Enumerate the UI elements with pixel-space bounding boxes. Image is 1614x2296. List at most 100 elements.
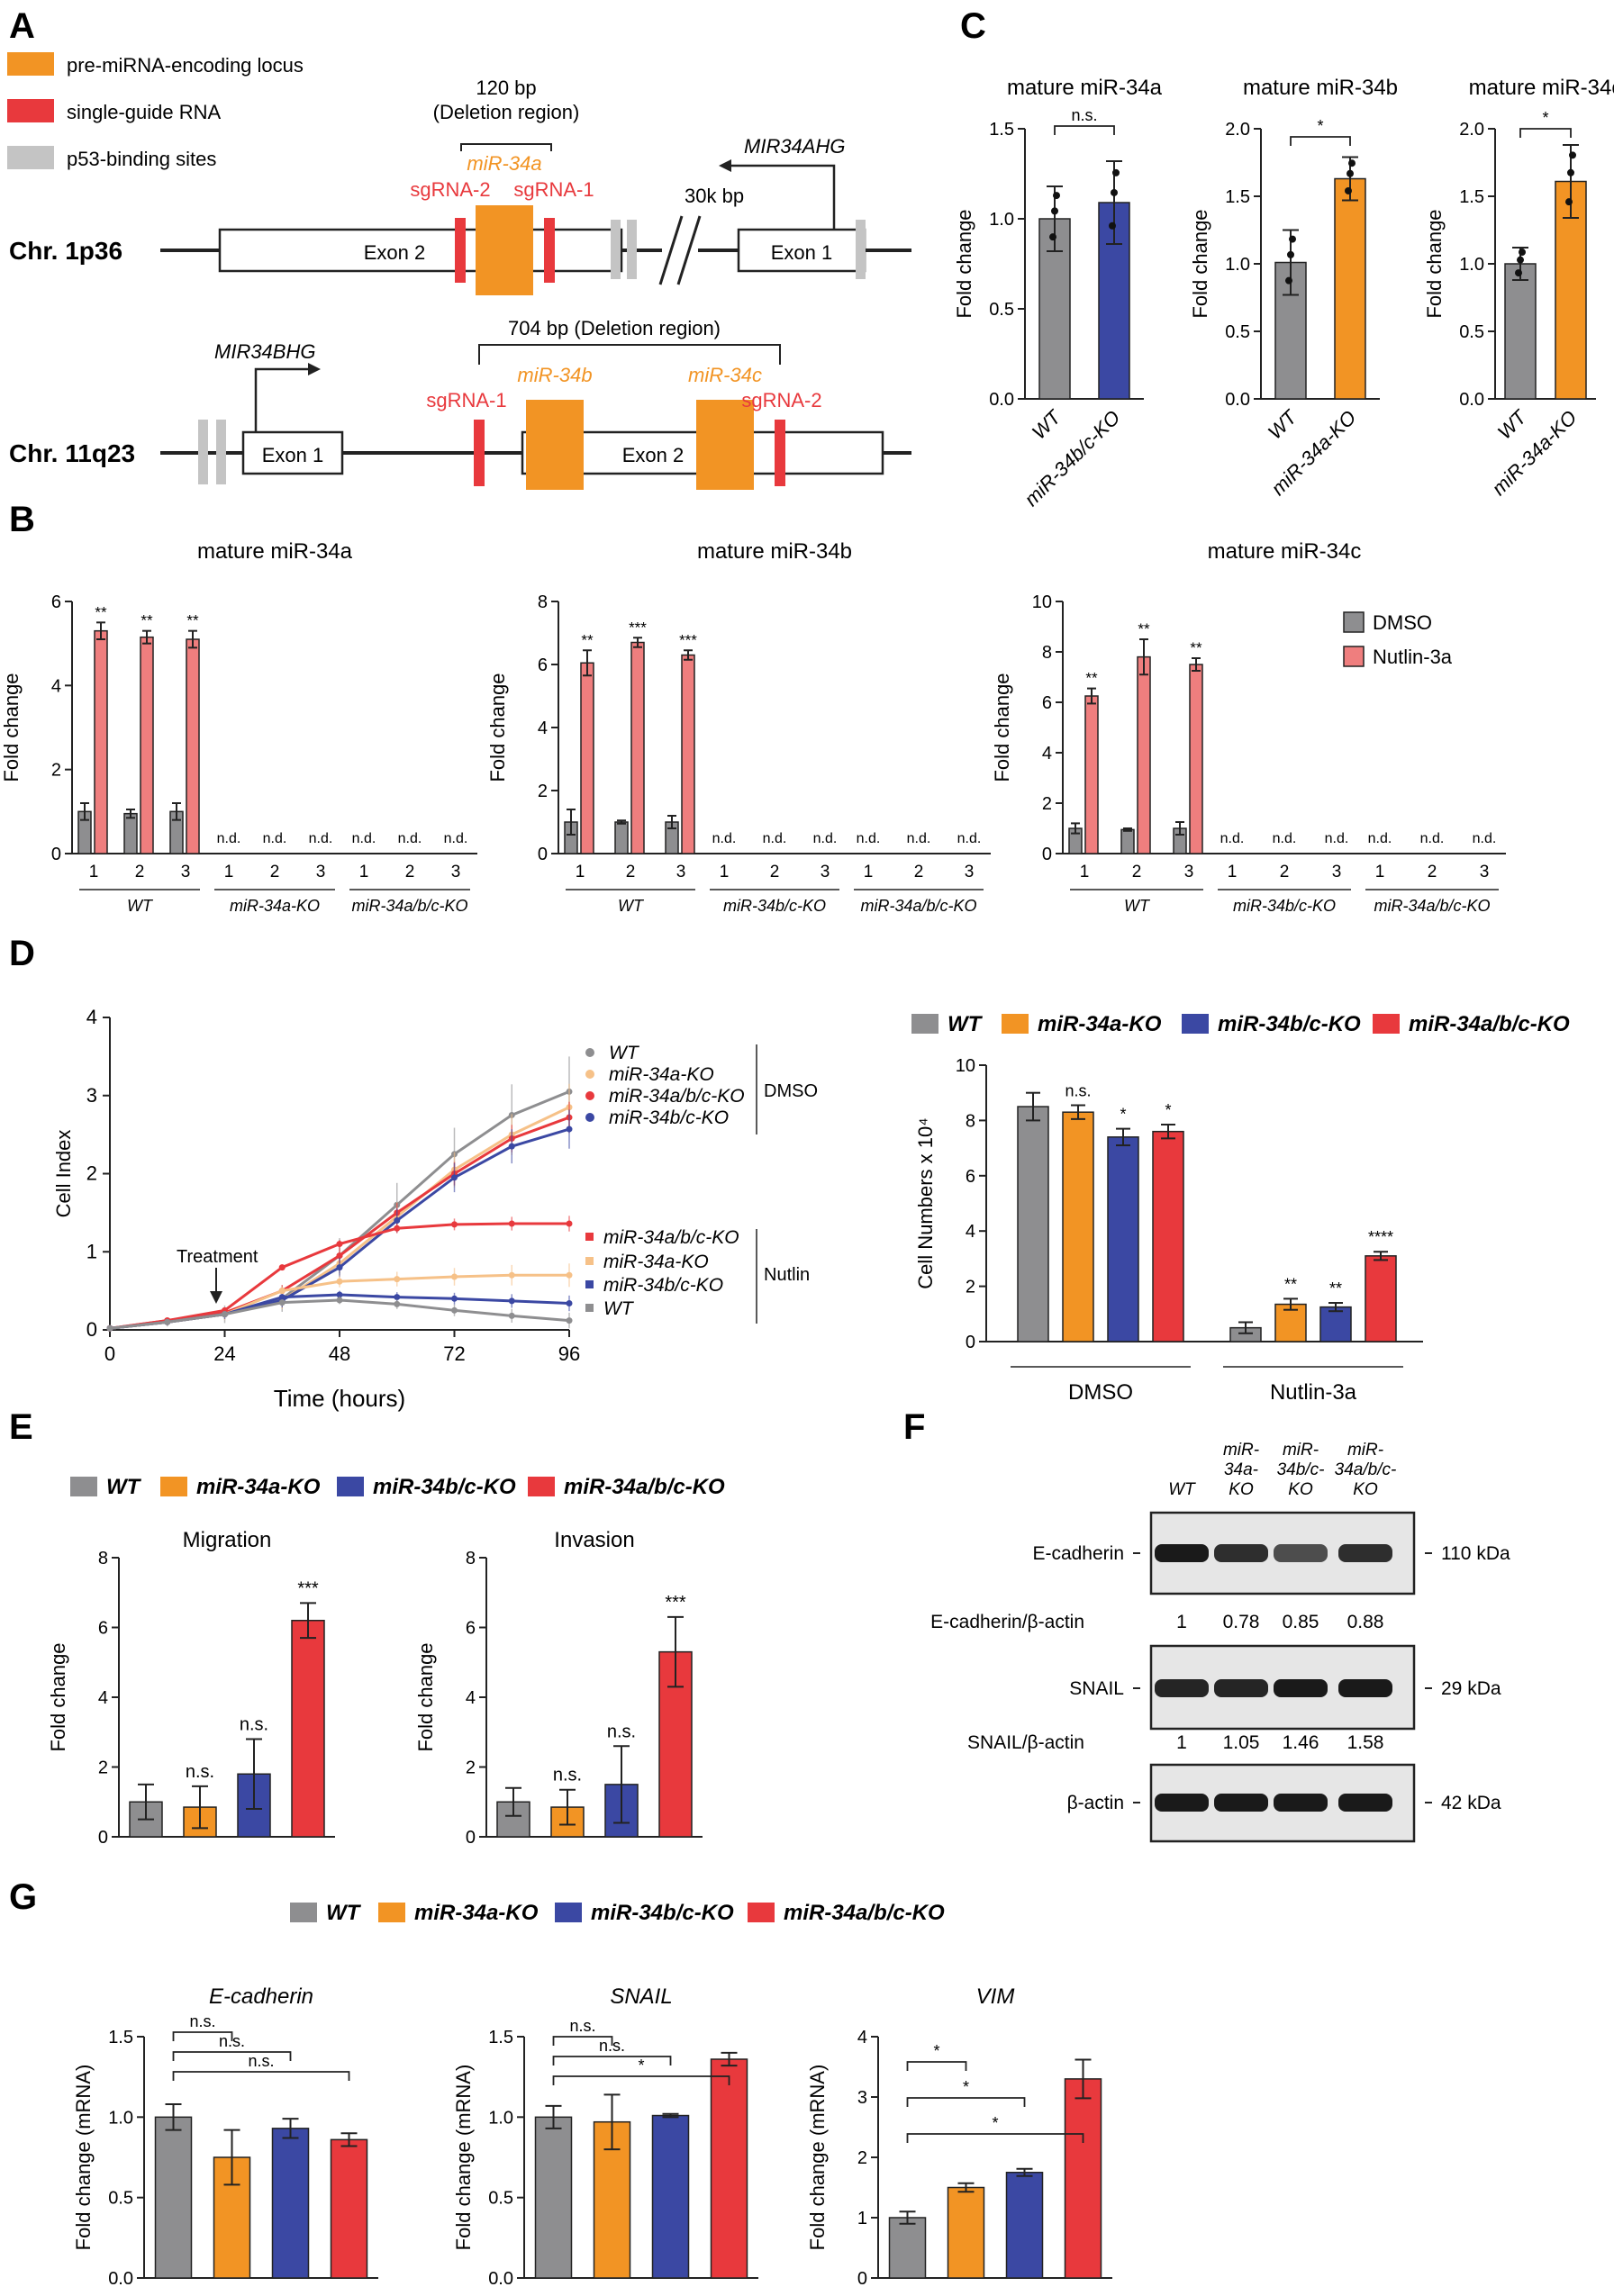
chr11-arrowhead xyxy=(308,363,321,375)
legend-e: WT miR-34a-KO miR-34b/c-KO miR-34a/b/c-KO xyxy=(70,1475,725,1499)
legend-swatch-sgrna xyxy=(7,99,54,122)
B3-group-label: miR-34a/b/c-KO xyxy=(1374,897,1490,915)
D1-datapoint xyxy=(508,1297,515,1305)
B1-ytick-label: 0 xyxy=(51,845,61,864)
B3-ylabel: Fold change xyxy=(991,673,1013,782)
B2-nutlin-bar xyxy=(630,641,645,854)
G2-sig-bracket xyxy=(552,2056,672,2065)
B2-group-label: miR-34b/c-KO xyxy=(723,897,826,915)
chr1-p53-site-3 xyxy=(856,220,866,279)
D1-nutlin-line-label-0: miR-34a/b/c-KO xyxy=(603,1227,739,1248)
chr1-tss-arrow xyxy=(730,164,836,230)
B2-nd-label: n.d. xyxy=(907,831,931,846)
G2-ytick-label: 0.5 xyxy=(488,2189,513,2209)
G1-bar-0 xyxy=(154,2116,193,2279)
B3-nutlin-bar xyxy=(1189,664,1203,854)
B3-rep-label: 2 xyxy=(1132,863,1142,881)
G1-sig-bracket xyxy=(172,2071,350,2081)
G3-bar-0 xyxy=(888,2217,927,2279)
chart-g-snail: SNAIL 0.0 0.5 1.0 1.5 Fold change (mRNA) n.s.n… xyxy=(452,1984,758,2289)
D1-nutlin-label-marker xyxy=(585,1280,594,1288)
B2-ytick-label: 8 xyxy=(538,592,548,612)
chart-d-cell-index: 0 1 2 3 4 0 24 48 72 96 Time (hours) Cell Index Trea… xyxy=(52,1006,580,1412)
E2-ytick-label: 6 xyxy=(466,1619,476,1639)
B3-dmso-bar xyxy=(1120,828,1135,854)
D2-sig-label: * xyxy=(1120,1106,1126,1124)
F-lane-label-3: miR- xyxy=(1347,1441,1383,1460)
B3-rep-label: 3 xyxy=(1184,863,1194,881)
D2-ytick-label: 10 xyxy=(956,1056,975,1076)
B1-nd-label: n.d. xyxy=(398,831,422,846)
G3-sig-label: * xyxy=(933,2042,939,2060)
D1-nutlin-group-label: Nutlin xyxy=(764,1265,810,1285)
E2-sig-label: n.s. xyxy=(607,1722,636,1741)
F-lane-label-1: miR- xyxy=(1223,1441,1259,1460)
F-band-1-2 xyxy=(1274,1679,1328,1697)
C2-datapoint xyxy=(1347,169,1354,177)
E1-ytick-label: 0 xyxy=(98,1828,108,1848)
B1-ylabel: Fold change xyxy=(0,673,23,782)
F-band-0-0 xyxy=(1155,1544,1209,1562)
G1-sig-label: n.s. xyxy=(189,2012,215,2030)
D2-bar-0-0 xyxy=(1017,1106,1049,1342)
C2-ytick-label: 1.5 xyxy=(1225,187,1250,207)
B3-rep-label: 1 xyxy=(1228,863,1238,881)
legend-swatch-p53 xyxy=(7,146,54,169)
E2-ytick-label: 8 xyxy=(466,1549,476,1568)
chr1-mir34a-block xyxy=(476,205,533,295)
chart-c-mir34b: mature miR-34b 0.0 0.5 1.0 1.5 2.0 Fold change… xyxy=(1189,76,1398,500)
gLegD-label-3: miR-34a/b/c-KO xyxy=(1409,1012,1570,1036)
F-kda-0: 110 kDa xyxy=(1441,1543,1510,1564)
C2-ytick-label: 2.0 xyxy=(1225,120,1250,140)
D1-datapoint xyxy=(451,1174,458,1181)
chr11-deletion-bracket xyxy=(478,344,781,365)
F-ratio-label-0: E-cadherin/β-actin xyxy=(930,1612,1084,1632)
B1-sig-label: ** xyxy=(141,612,153,629)
G2-bar-2 xyxy=(651,2114,690,2279)
panel-letter-f: F xyxy=(903,1407,925,1447)
B1-rep-label: 3 xyxy=(451,863,461,881)
chart-c-mir34c: mature miR-34c 0.0 0.5 1.0 1.5 2.0 Fold change… xyxy=(1423,76,1614,500)
D1-datapoint xyxy=(278,1299,286,1306)
D1-nutlin-line-label-3: WT xyxy=(603,1298,635,1319)
B1-title: mature miR-34a xyxy=(197,539,353,564)
D1-nutlin-line-label-2: miR-34b/c-KO xyxy=(603,1275,723,1296)
chr1-exon1-box xyxy=(737,228,866,273)
F-band-0-2 xyxy=(1274,1544,1328,1562)
western-blot: WTmiR-34a-KOmiR-34b/c-KOmiR-34a/b/c-KOE-… xyxy=(930,1441,1510,1843)
D1-nutlin-label-marker xyxy=(585,1304,594,1312)
gLegG-swatch-1 xyxy=(378,1903,405,1922)
F-band-2-2 xyxy=(1274,1794,1328,1812)
C2-datapoint xyxy=(1285,276,1292,285)
B2-sig-label: *** xyxy=(629,619,647,636)
F-protein-1: SNAIL xyxy=(1069,1678,1124,1699)
C3-ytick-label: 1.5 xyxy=(1459,187,1484,207)
G3-title: VIM xyxy=(976,1984,1015,2009)
B3-nd-label: n.d. xyxy=(1368,831,1392,846)
D1-ylabel: Cell Index xyxy=(52,1130,75,1218)
C1-ytick-label: 1.0 xyxy=(989,210,1014,230)
G1-ytick-label: 1.5 xyxy=(108,2028,133,2047)
C1-datapoint xyxy=(1051,207,1058,215)
G2-sig-bracket xyxy=(552,2036,613,2046)
legend-sgrna-text: single-guide RNA xyxy=(67,101,222,123)
B2-nd-label: n.d. xyxy=(957,831,982,846)
G3-bar-1 xyxy=(947,2186,985,2279)
D1-ytick-label: 2 xyxy=(86,1162,97,1185)
B1-nd-label: n.d. xyxy=(309,831,333,846)
B1-nutlin-bar xyxy=(140,636,154,854)
D1-ytick-label: 4 xyxy=(86,1006,97,1028)
F-band-1-3 xyxy=(1338,1679,1392,1697)
legend-g: WT miR-34a-KO miR-34b/c-KO miR-34a/b/c-KO xyxy=(290,1901,945,1925)
B2-ytick-label: 0 xyxy=(538,845,548,864)
F-ratio-value-1-2: 1.46 xyxy=(1283,1732,1319,1753)
chart-g-vim: VIM 0 1 2 3 4 Fold change (mRNA) * * * xyxy=(806,1984,1112,2289)
C2-ytick-label: 0.0 xyxy=(1225,390,1250,410)
B2-ytick-label: 6 xyxy=(538,655,548,675)
legend-b-nutlin: Nutlin-3a xyxy=(1373,646,1453,668)
gLegE-label-1: miR-34a-KO xyxy=(196,1475,321,1499)
D2-ytick-label: 2 xyxy=(966,1278,975,1297)
F-protein-2: β-actin xyxy=(1067,1793,1124,1813)
G1-ytick-label: 0.5 xyxy=(108,2189,133,2209)
